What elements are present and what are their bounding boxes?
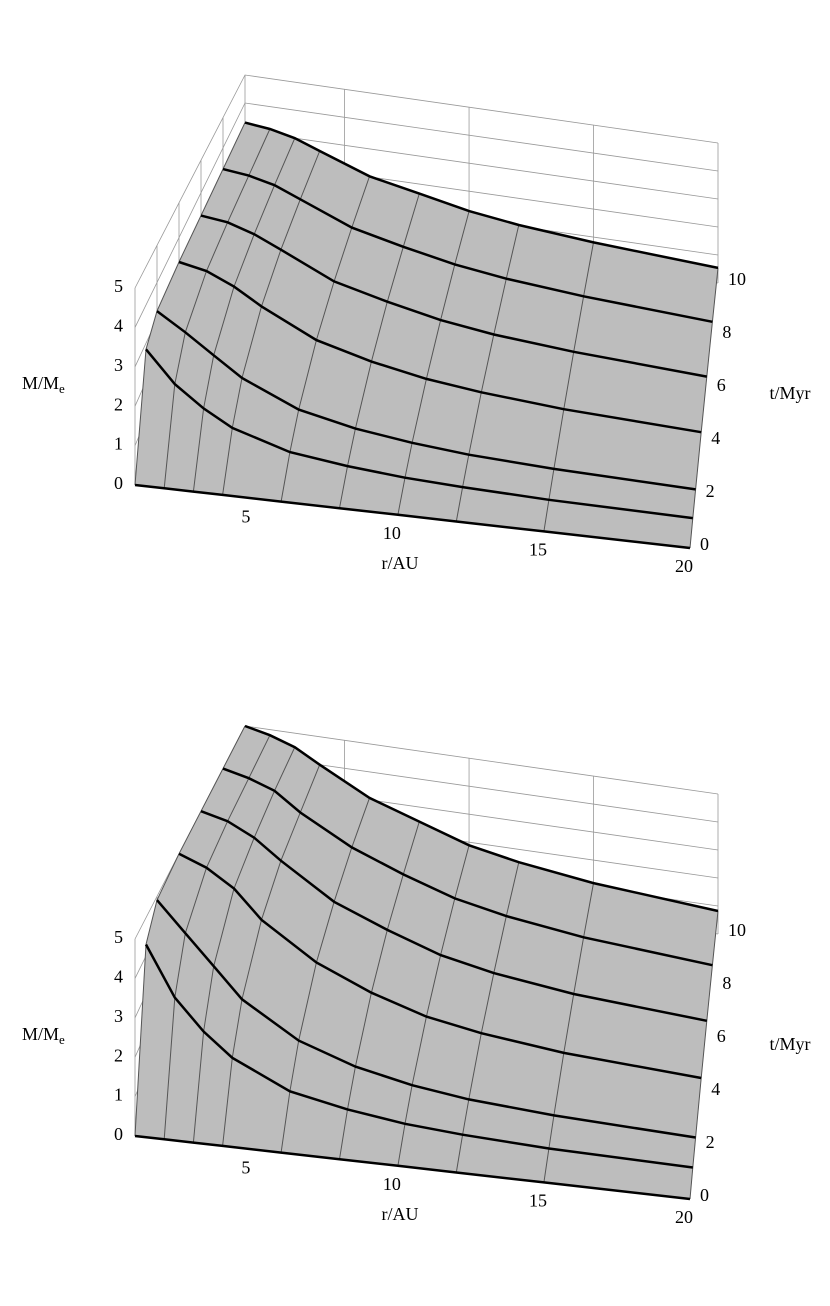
z-tick-label: 4: [114, 967, 123, 987]
surface-line-t: [200, 810, 708, 1023]
z-tick-label: 0: [114, 473, 123, 493]
y-tick-label: 6: [717, 1026, 726, 1046]
z-tick-label: 2: [114, 394, 123, 414]
surface-line-t: [222, 767, 713, 967]
surface-line-t: [134, 1134, 691, 1201]
y-tick-label: 2: [706, 481, 715, 501]
x-tick-label: 15: [529, 1191, 547, 1211]
z-tick-label: 5: [114, 927, 123, 947]
z-tick-label: 2: [114, 1045, 123, 1065]
surface-line-t: [156, 310, 696, 491]
z-tick-label: 0: [114, 1124, 123, 1144]
y-axis-label: t/Myr: [769, 1034, 810, 1054]
z-axis-label-main: M/M: [22, 373, 59, 393]
z-tick-label: 4: [114, 316, 123, 336]
surface-line-t: [222, 167, 713, 324]
x-tick-label: 5: [241, 1157, 250, 1177]
x-axis-label: r/AU: [382, 553, 419, 573]
y-tick-label: 0: [700, 534, 709, 554]
x-tick-label: 15: [529, 540, 547, 560]
y-tick-label: 0: [700, 1185, 709, 1205]
z-axis-label: M/Me: [22, 373, 65, 396]
y-tick-label: 10: [728, 269, 746, 289]
surface-line-t: [178, 260, 702, 434]
x-tick-label: 5: [241, 506, 250, 526]
surface-line-t: [156, 899, 696, 1139]
z-tick-label: 3: [114, 1006, 123, 1026]
y-tick-label: 4: [711, 428, 720, 448]
x-tick-label: 10: [383, 523, 401, 543]
z-axis-label-sub: e: [59, 1032, 65, 1047]
z-tick-label: 1: [114, 434, 123, 454]
z-tick-label: 1: [114, 1085, 123, 1105]
y-tick-label: 8: [722, 322, 731, 342]
surface-line-t: [200, 214, 708, 378]
surface-line-t: [144, 943, 693, 1169]
y-tick-label: 6: [717, 375, 726, 395]
surface-plot: 0 1 2 3 4 5 5 10 15 20 0 2 4 6 8 10 r/AU t/Myr M/Me: [22, 74, 811, 576]
z-tick-label: 5: [114, 276, 123, 296]
z-axis-label: M/Me: [22, 1024, 65, 1047]
x-tick-label: 20: [675, 556, 693, 576]
surface-line-t: [178, 852, 702, 1080]
y-tick-label: 2: [706, 1132, 715, 1152]
surface-plot: 0 1 2 3 4 5 5 10 15 20 0 2 4 6 8 10 r/AU t/Myr M/Me: [22, 724, 811, 1227]
y-tick-label: 10: [728, 920, 746, 940]
surface-line-t: [244, 121, 719, 270]
z-tick-label: 3: [114, 355, 123, 375]
surface-line-t: [244, 724, 719, 913]
x-tick-label: 20: [675, 1207, 693, 1227]
y-axis-label: t/Myr: [769, 383, 810, 403]
z-axis-label-sub: e: [59, 381, 65, 396]
surface-line-t: [145, 348, 693, 520]
y-tick-label: 8: [722, 973, 731, 993]
z-axis-label-main: M/M: [22, 1024, 59, 1044]
x-tick-label: 10: [383, 1174, 401, 1194]
surface-line-t: [134, 483, 691, 550]
y-tick-label: 4: [711, 1079, 720, 1099]
x-axis-label: r/AU: [382, 1204, 419, 1224]
